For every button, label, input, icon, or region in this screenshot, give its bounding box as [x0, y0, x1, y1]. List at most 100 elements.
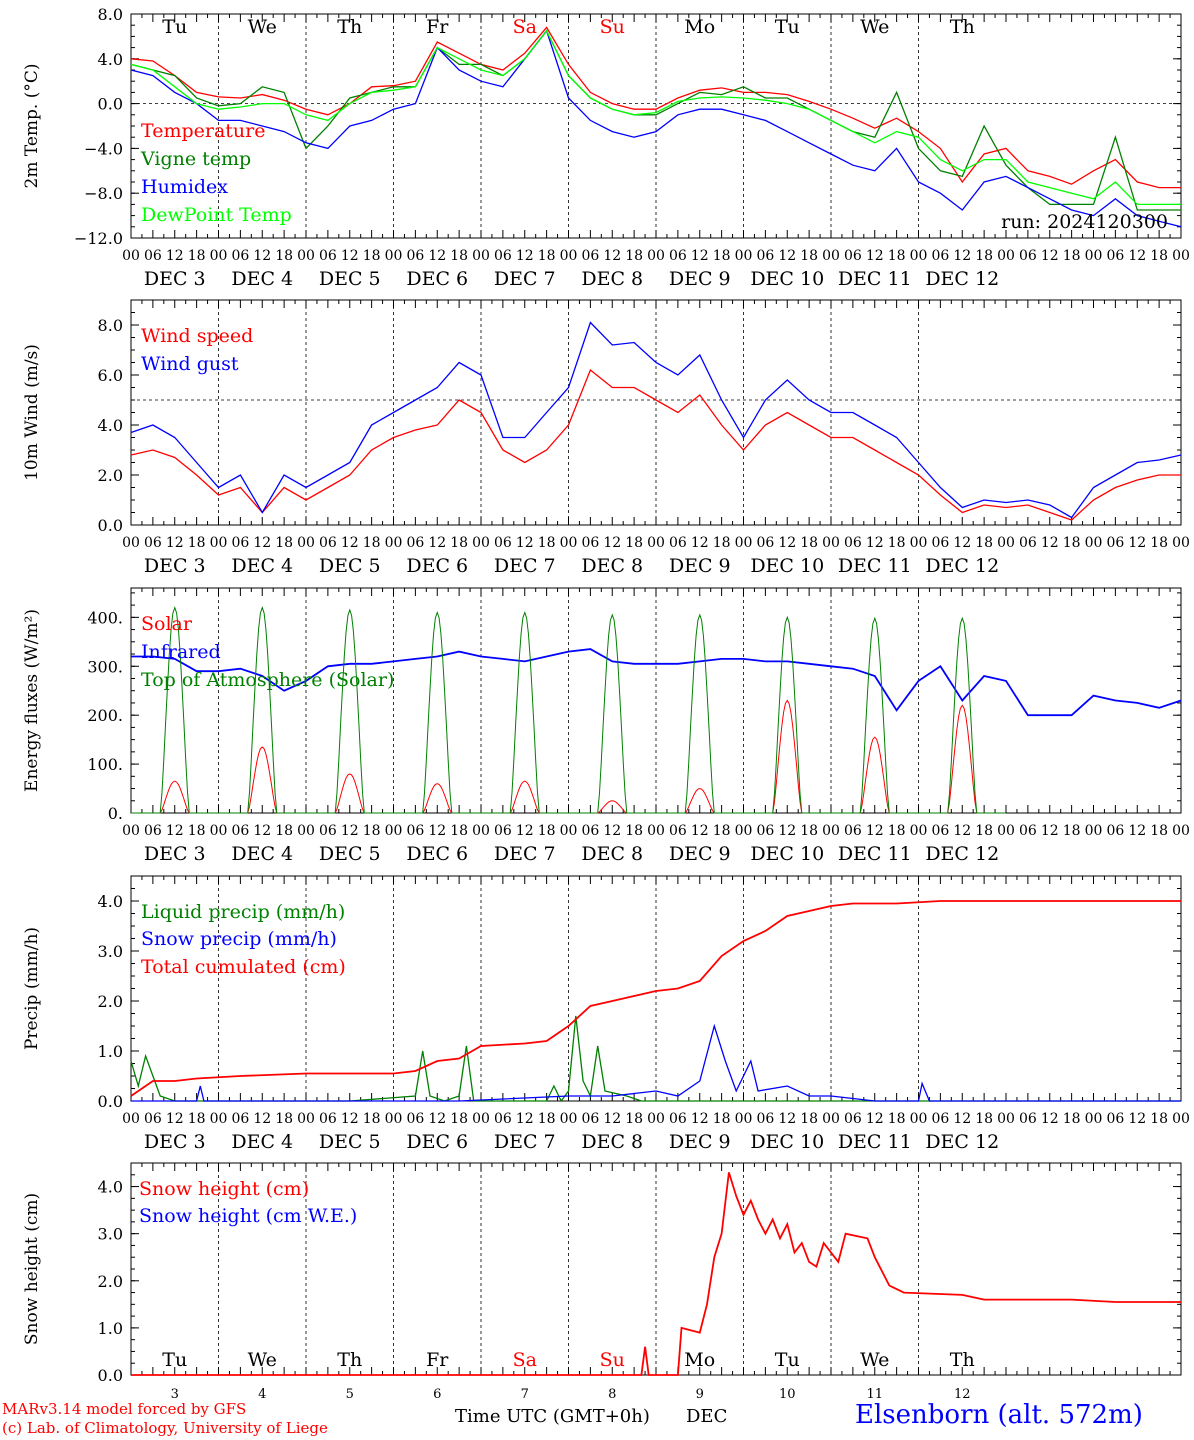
hour-tick-label: 18	[625, 535, 643, 551]
date-label: DEC 12	[925, 843, 999, 865]
legend-entry: Wind speed	[141, 325, 253, 347]
hour-tick-label: 18	[713, 535, 731, 551]
hour-tick-label: 12	[1041, 248, 1059, 264]
weekday-label: Th	[337, 16, 362, 38]
hour-tick-label: 12	[778, 1111, 796, 1127]
hour-tick-label: 06	[931, 248, 949, 264]
date-label: DEC 9	[669, 1131, 731, 1153]
y-axis-label: 2m Temp. (°C)	[22, 63, 42, 188]
hour-tick-label: 06	[844, 248, 862, 264]
hour-tick-label: 12	[1041, 823, 1059, 839]
hour-tick-label: 12	[953, 248, 971, 264]
series-line	[130, 29, 1181, 211]
hour-tick-label: 12	[341, 535, 359, 551]
series-line	[130, 900, 1181, 1097]
hour-tick-label: 00	[122, 823, 140, 839]
y-tick-label: 6.0	[98, 366, 123, 385]
hour-tick-label: 06	[1019, 823, 1037, 839]
weekday-label: Tu	[775, 1349, 800, 1371]
hour-tick-label: 06	[844, 1111, 862, 1127]
hour-tick-label: 00	[910, 823, 928, 839]
hour-tick-label: 12	[253, 248, 271, 264]
hour-tick-label: 18	[1150, 535, 1168, 551]
y-tick-label: 0.0	[98, 1366, 123, 1385]
hour-tick-label: 18	[888, 248, 906, 264]
hour-tick-label: 00	[385, 1111, 403, 1127]
hour-tick-label: 12	[516, 823, 534, 839]
series-line	[131, 606, 1006, 814]
hour-tick-label: 18	[625, 823, 643, 839]
hour-tick-label: 12	[253, 1111, 271, 1127]
hour-tick-label: 00	[472, 823, 490, 839]
hour-tick-label: 12	[691, 248, 709, 264]
hour-tick-label: 06	[581, 823, 599, 839]
y-tick-label: 4.0	[98, 416, 123, 435]
hour-tick-label: 00	[1172, 248, 1190, 264]
date-label: DEC 7	[494, 843, 556, 865]
hour-tick-label: 18	[363, 248, 381, 264]
hour-tick-label: 18	[275, 248, 293, 264]
hour-tick-label: 00	[560, 248, 578, 264]
y-tick-label: −4.0	[84, 139, 123, 158]
hour-tick-label: 18	[625, 1111, 643, 1127]
y-tick-label: 4.0	[98, 50, 123, 69]
hour-tick-label: 06	[231, 1111, 249, 1127]
hour-tick-label: 12	[778, 823, 796, 839]
hour-tick-label: 12	[953, 823, 971, 839]
hour-tick-label: 00	[647, 535, 665, 551]
hour-tick-label: 18	[450, 248, 468, 264]
hour-tick-label: 18	[713, 248, 731, 264]
series-line	[130, 321, 1182, 519]
date-label: DEC 11	[838, 843, 912, 865]
hour-tick-label: 18	[713, 823, 731, 839]
hour-tick-label: 18	[888, 823, 906, 839]
hour-tick-label: 12	[866, 535, 884, 551]
series-line	[130, 29, 1181, 206]
y-tick-label: 0.0	[98, 1092, 123, 1111]
hour-tick-label: 18	[800, 248, 818, 264]
date-label: DEC 11	[838, 1131, 912, 1153]
hour-tick-label: 00	[997, 1111, 1015, 1127]
day-number-label: 6	[433, 1387, 441, 1402]
weekday-label: Su	[600, 1349, 625, 1371]
hour-tick-label: 18	[625, 248, 643, 264]
day-number-label: 4	[258, 1387, 266, 1402]
date-label: DEC 4	[231, 843, 293, 865]
hour-tick-label: 00	[1172, 535, 1190, 551]
hour-tick-label: 00	[822, 1111, 840, 1127]
hour-tick-label: 18	[975, 535, 993, 551]
hour-tick-label: 12	[691, 535, 709, 551]
hour-tick-label: 12	[953, 535, 971, 551]
hour-tick-label: 06	[669, 248, 687, 264]
hour-tick-label: 12	[428, 823, 446, 839]
hour-tick-label: 00	[122, 1111, 140, 1127]
day-number-label: 11	[866, 1387, 883, 1402]
hour-tick-label: 00	[822, 823, 840, 839]
hour-tick-label: 18	[363, 1111, 381, 1127]
hour-tick-label: 18	[450, 1111, 468, 1127]
hour-tick-label: 06	[319, 248, 337, 264]
date-label: DEC 3	[144, 1131, 206, 1153]
y-tick-label: 1.0	[98, 1319, 123, 1338]
date-label: DEC 12	[925, 1131, 999, 1153]
date-label: DEC 11	[838, 555, 912, 577]
hour-tick-label: 18	[188, 248, 206, 264]
hour-tick-label: 06	[144, 1111, 162, 1127]
hour-tick-label: 06	[1106, 1111, 1124, 1127]
hour-tick-label: 00	[472, 535, 490, 551]
hour-tick-label: 18	[363, 535, 381, 551]
legend-entry: DewPoint Temp	[141, 204, 292, 226]
hour-tick-label: 18	[538, 248, 556, 264]
weekday-label: Tu	[162, 1349, 187, 1371]
date-label: DEC 8	[581, 843, 643, 865]
hour-tick-label: 12	[603, 535, 621, 551]
hour-tick-label: 06	[319, 823, 337, 839]
hour-tick-label: 00	[472, 248, 490, 264]
hour-tick-label: 12	[691, 823, 709, 839]
date-label: DEC 8	[581, 268, 643, 290]
hour-tick-label: 00	[297, 1111, 315, 1127]
hour-tick-label: 06	[231, 248, 249, 264]
date-label: DEC 11	[838, 268, 912, 290]
hour-tick-label: 00	[210, 823, 228, 839]
